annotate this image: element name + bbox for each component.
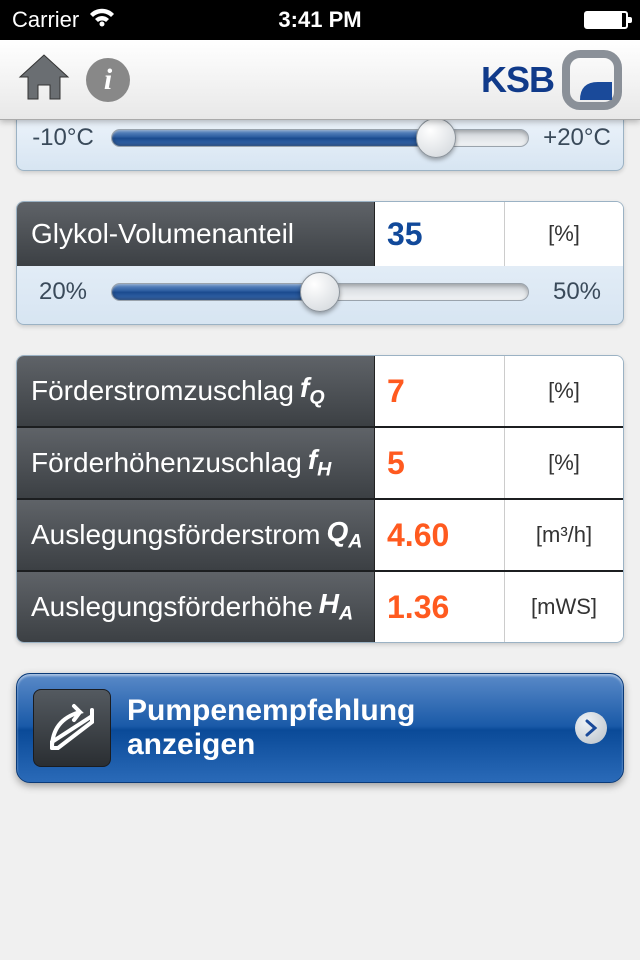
result-row: AuslegungsförderhöheHA1.36[mWS] (17, 572, 623, 642)
show-recommendation-button[interactable]: Pumpenempfehlung anzeigen (16, 673, 624, 783)
action-text: Pumpenempfehlung anzeigen (127, 694, 559, 763)
status-left: Carrier (12, 7, 115, 33)
result-unit: [m³/h] (505, 500, 623, 570)
carrier-label: Carrier (12, 7, 79, 33)
temperature-slider-area: -10°C +20°C (17, 112, 623, 170)
info-icon[interactable]: i (86, 58, 130, 102)
temperature-slider[interactable] (111, 129, 529, 147)
result-label: AuslegungsförderhöheHA (17, 572, 375, 642)
glycol-label: Glykol-Volumenanteil (17, 202, 375, 266)
wifi-icon (89, 7, 115, 33)
result-label: AuslegungsförderstromQA (17, 500, 375, 570)
temperature-panel: -10°C +20°C (16, 112, 624, 171)
recommendation-icon (33, 689, 111, 767)
result-value: 1.36 (375, 572, 505, 642)
temp-max-label: +20°C (541, 124, 613, 152)
result-row: FörderstromzuschlagfQ7[%] (17, 356, 623, 426)
result-value: 5 (375, 428, 505, 498)
logo: KSB (481, 48, 624, 112)
logo-icon (560, 48, 624, 112)
result-label: FörderstromzuschlagfQ (17, 356, 375, 426)
glycol-max-label: 50% (541, 278, 613, 306)
action-line2: anzeigen (127, 728, 559, 763)
temp-min-label: -10°C (27, 124, 99, 152)
glycol-value: 35 (375, 202, 505, 266)
result-value: 4.60 (375, 500, 505, 570)
status-time: 3:41 PM (278, 7, 361, 33)
result-unit: [%] (505, 428, 623, 498)
result-row: AuslegungsförderstromQA4.60[m³/h] (17, 500, 623, 570)
results-panel: FörderstromzuschlagfQ7[%]Förderhöhenzusc… (16, 355, 624, 643)
glycol-slider[interactable] (111, 283, 529, 301)
nav-bar: i KSB (0, 40, 640, 120)
battery-icon (584, 11, 628, 29)
logo-text: KSB (481, 59, 554, 101)
result-unit: [mWS] (505, 572, 623, 642)
result-row: FörderhöhenzuschlagfH5[%] (17, 428, 623, 498)
chevron-right-icon (575, 712, 607, 744)
action-line1: Pumpenempfehlung (127, 694, 559, 729)
glycol-panel: Glykol-Volumenanteil 35 [%] 20% 50% (16, 201, 624, 325)
home-icon[interactable] (16, 49, 72, 110)
glycol-slider-area: 20% 50% (17, 266, 623, 324)
result-unit: [%] (505, 356, 623, 426)
glycol-unit: [%] (505, 202, 623, 266)
result-label: FörderhöhenzuschlagfH (17, 428, 375, 498)
result-value: 7 (375, 356, 505, 426)
status-bar: Carrier 3:41 PM (0, 0, 640, 40)
glycol-min-label: 20% (27, 278, 99, 306)
glycol-header: Glykol-Volumenanteil 35 [%] (17, 202, 623, 266)
